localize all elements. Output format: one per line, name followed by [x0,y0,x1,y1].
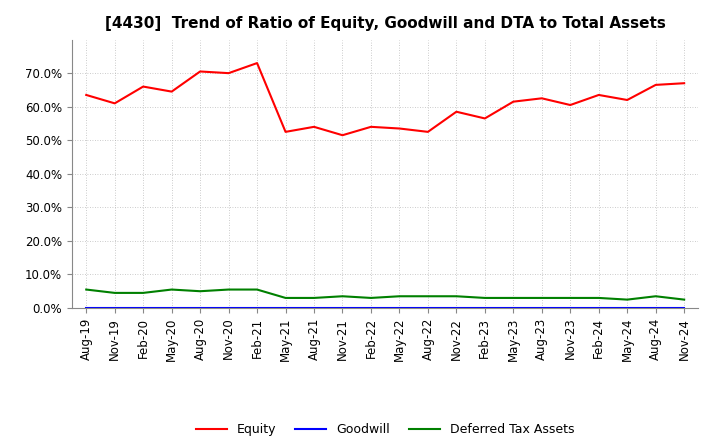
Goodwill [452,305,461,311]
Line: Deferred Tax Assets: Deferred Tax Assets [86,290,684,300]
Equity [253,60,261,66]
Equity [366,124,375,129]
Equity [595,92,603,98]
Goodwill [110,305,119,311]
Equity [623,97,631,103]
Goodwill [395,305,404,311]
Equity [509,99,518,104]
Deferred Tax Assets [452,293,461,299]
Goodwill [253,305,261,311]
Equity [680,81,688,86]
Goodwill [225,305,233,311]
Deferred Tax Assets [167,287,176,292]
Deferred Tax Assets [82,287,91,292]
Equity [423,129,432,135]
Deferred Tax Assets [623,297,631,302]
Deferred Tax Assets [480,295,489,301]
Goodwill [366,305,375,311]
Deferred Tax Assets [196,289,204,294]
Deferred Tax Assets [566,295,575,301]
Deferred Tax Assets [310,295,318,301]
Equity [537,95,546,101]
Deferred Tax Assets [509,295,518,301]
Goodwill [310,305,318,311]
Deferred Tax Assets [652,293,660,299]
Equity [139,84,148,89]
Deferred Tax Assets [338,293,347,299]
Equity [338,132,347,138]
Deferred Tax Assets [680,297,688,302]
Goodwill [566,305,575,311]
Legend: Equity, Goodwill, Deferred Tax Assets: Equity, Goodwill, Deferred Tax Assets [191,418,580,440]
Equity [310,124,318,129]
Title: [4430]  Trend of Ratio of Equity, Goodwill and DTA to Total Assets: [4430] Trend of Ratio of Equity, Goodwil… [105,16,665,32]
Goodwill [282,305,290,311]
Goodwill [595,305,603,311]
Equity [652,82,660,88]
Equity [452,109,461,114]
Deferred Tax Assets [225,287,233,292]
Goodwill [680,305,688,311]
Equity [167,89,176,94]
Equity [395,126,404,131]
Deferred Tax Assets [537,295,546,301]
Goodwill [139,305,148,311]
Deferred Tax Assets [423,293,432,299]
Deferred Tax Assets [282,295,290,301]
Equity [480,116,489,121]
Goodwill [82,305,91,311]
Goodwill [338,305,347,311]
Deferred Tax Assets [395,293,404,299]
Deferred Tax Assets [139,290,148,296]
Goodwill [623,305,631,311]
Deferred Tax Assets [366,295,375,301]
Goodwill [509,305,518,311]
Goodwill [480,305,489,311]
Deferred Tax Assets [253,287,261,292]
Equity [110,101,119,106]
Goodwill [167,305,176,311]
Deferred Tax Assets [110,290,119,296]
Goodwill [196,305,204,311]
Equity [82,92,91,98]
Equity [282,129,290,135]
Equity [225,70,233,76]
Goodwill [537,305,546,311]
Goodwill [652,305,660,311]
Equity [566,103,575,108]
Goodwill [423,305,432,311]
Deferred Tax Assets [595,295,603,301]
Equity [196,69,204,74]
Line: Equity: Equity [86,63,684,135]
